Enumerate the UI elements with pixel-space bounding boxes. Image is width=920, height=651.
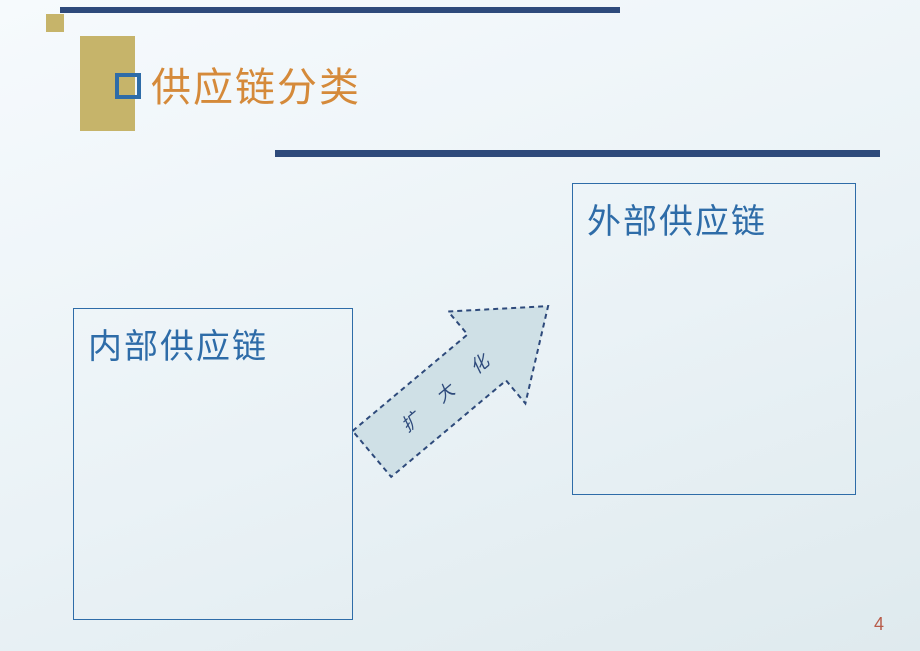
gold-accent-square [46,14,64,32]
expand-arrow: 扩 大 化 [345,290,585,500]
box-external-label: 外部供应链 [573,184,855,253]
slide-title: 供应链分类 [151,55,361,113]
top-accent-bar [60,7,620,13]
title-row: 供应链分类 [115,55,361,113]
box-internal-label: 内部供应链 [74,309,352,378]
box-external-supply-chain: 外部供应链 [572,183,856,495]
svg-text:大: 大 [432,379,460,407]
slide-root: 供应链分类 内部供应链 外部供应链 扩 大 化 4 [0,0,920,651]
svg-text:化: 化 [466,350,494,378]
svg-text:扩: 扩 [397,407,426,436]
page-number: 4 [874,614,884,635]
title-bullet-icon [115,73,141,99]
box-internal-supply-chain: 内部供应链 [73,308,353,620]
mid-accent-bar [275,150,880,157]
